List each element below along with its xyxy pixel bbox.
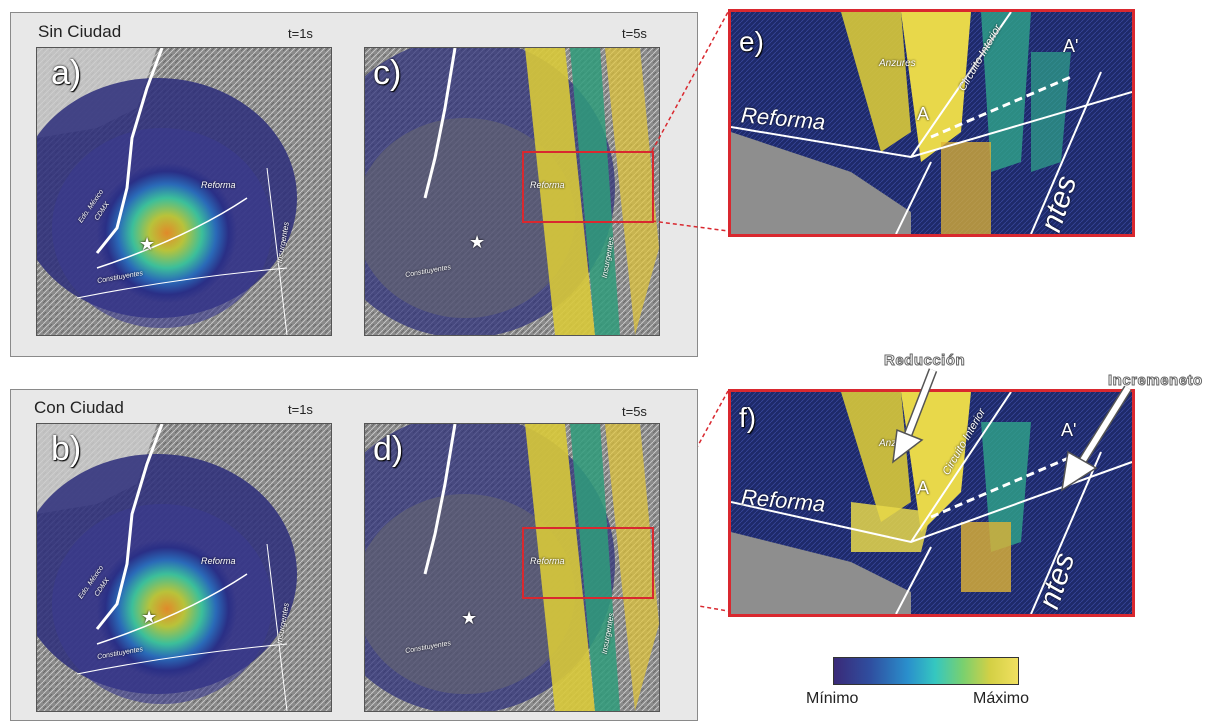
incremento-label: Incremeneto: [1108, 372, 1203, 390]
map-e-graphic: [731, 12, 1132, 234]
point-a-f: A: [917, 478, 930, 498]
map-panel-f: f) Reforma Anzures Circuito Interior nte…: [728, 389, 1135, 617]
panel-letter-e: e): [739, 26, 764, 57]
legend-min-label: Mínimo: [806, 690, 859, 707]
map-panel-a: a) Reforma Insurgentes Constituyentes Ed…: [36, 47, 332, 336]
map-panel-e: e) Reforma Anzures Circuito Interior nte…: [728, 9, 1135, 237]
street-reforma-b: Reforma: [201, 556, 236, 566]
legend-max-label: Máximo: [973, 690, 1030, 707]
map-d-graphic: [365, 424, 659, 711]
street-reforma-a: Reforma: [201, 180, 236, 190]
street-reforma-c: Reforma: [530, 180, 565, 190]
bottom-time-right: t=5s: [622, 404, 647, 419]
map-panel-c: c) Reforma Insurgentes Constituyentes ★: [364, 47, 660, 336]
epicenter-star-b: ★: [141, 607, 158, 627]
panel-letter-b: b): [51, 430, 82, 468]
top-time-right: t=5s: [622, 26, 647, 41]
epicenter-star-a: ★: [139, 234, 156, 254]
bottom-time-left: t=1s: [288, 402, 313, 417]
panel-letter-a: a): [51, 54, 82, 92]
point-a-prime-e: A': [1063, 36, 1079, 56]
map-b-graphic: [37, 424, 331, 711]
map-c-graphic: [365, 48, 659, 335]
panel-letter-d: d): [373, 430, 404, 468]
reduccion-label: Reducción: [883, 352, 966, 370]
epicenter-star-c: ★: [469, 232, 486, 252]
epicenter-star-d: ★: [461, 608, 478, 628]
bottom-group-title: Con Ciudad: [34, 398, 124, 417]
panel-letter-c: c): [373, 54, 402, 92]
top-group-title: Sin Ciudad: [38, 22, 122, 41]
street-reforma-d: Reforma: [530, 556, 565, 566]
color-scale-bar: [833, 657, 1019, 685]
map-a-graphic: [37, 48, 331, 335]
point-a-e: A: [917, 104, 930, 124]
map-panel-b: b) Reforma Insurgentes Constituyentes Ed…: [36, 423, 332, 712]
top-time-left: t=1s: [288, 26, 313, 41]
panel-letter-f: f): [739, 402, 757, 433]
label-anzures-e: Anzures: [879, 58, 916, 69]
point-a-prime-f: A': [1061, 420, 1077, 440]
map-panel-d: d) Reforma Insurgentes Constituyentes ★: [364, 423, 660, 712]
label-anzures-f: Anzures: [879, 438, 916, 449]
